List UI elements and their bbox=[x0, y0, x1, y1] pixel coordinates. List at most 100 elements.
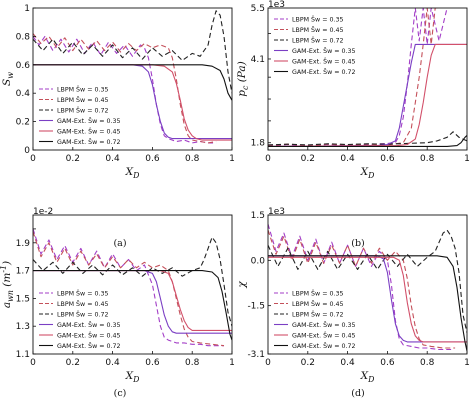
series-line-2 bbox=[33, 231, 225, 347]
legend-entry: LBPM Ŝw = 0.72 bbox=[57, 310, 109, 319]
series-line-3 bbox=[268, 131, 467, 146]
series-line-4 bbox=[33, 270, 232, 334]
panel-caption: (a) bbox=[113, 238, 126, 249]
y-axis-label: Sw bbox=[1, 72, 15, 86]
series-group bbox=[268, 223, 467, 352]
legend-entry: GAM-Ext. Ŝw = 0.45 bbox=[57, 127, 121, 136]
x-tick-label: 1 bbox=[229, 154, 235, 164]
panel-caption: (c) bbox=[114, 388, 127, 399]
x-tick-label: 0 bbox=[30, 358, 36, 368]
legend-entry: LBPM Ŝw = 0.45 bbox=[57, 95, 109, 104]
y-tick-label: 0.2 bbox=[16, 118, 30, 128]
legend-entry: LBPM Ŝw = 0.72 bbox=[57, 106, 109, 115]
legend-entry: GAM-Ext. Ŝw = 0.45 bbox=[57, 331, 121, 340]
axis-multiplier: 1e3 bbox=[268, 207, 285, 217]
chart-panel-a: 0 0.2 0.4 0.6 0.8 1 0 0.2 0.4 0.6 0.8 1 XD Sw LBPM Ŝw … bbox=[1, 4, 235, 249]
x-tick-label: 0.2 bbox=[66, 358, 80, 368]
x-tick-label: 0 bbox=[265, 154, 271, 164]
x-tick-label: 1 bbox=[464, 358, 470, 368]
series-line-4 bbox=[33, 64, 232, 140]
legend-entry: LBPM Ŝw = 0.35 bbox=[57, 289, 109, 298]
series-line-6 bbox=[268, 255, 467, 352]
legend-entry: GAM-Ext. Ŝw = 0.35 bbox=[57, 116, 121, 125]
x-tick-label: 0.8 bbox=[185, 154, 200, 164]
y-tick-label: 1.5 bbox=[251, 211, 265, 221]
y-tick-label: 4.1 bbox=[251, 55, 265, 65]
x-tick-label: 0.8 bbox=[420, 358, 435, 368]
legend-entry: GAM-Ext. Ŝw = 0.72 bbox=[292, 67, 356, 76]
y-tick-label: 1.3 bbox=[16, 322, 30, 332]
legend-entry: LBPM Ŝw = 0.72 bbox=[292, 310, 344, 319]
x-tick-label: 0.6 bbox=[380, 154, 395, 164]
legend-entry: LBPM Ŝw = 0.45 bbox=[57, 299, 109, 308]
x-axis-label: XD bbox=[360, 370, 375, 384]
x-tick-label: 0.8 bbox=[420, 154, 435, 164]
y-axis-label: pc (Pa) bbox=[236, 61, 250, 97]
y-tick-label: 0.8 bbox=[16, 32, 31, 42]
x-tick-label: 0.4 bbox=[105, 154, 120, 164]
series-line-6 bbox=[33, 270, 232, 341]
series-line-3 bbox=[268, 229, 467, 333]
x-axis-label: XD bbox=[125, 166, 140, 180]
legend-entry: LBPM Ŝw = 0.35 bbox=[57, 85, 109, 94]
series-line-5 bbox=[268, 256, 467, 343]
x-tick-label: 0.2 bbox=[66, 154, 80, 164]
x-tick-label: 0.6 bbox=[380, 358, 395, 368]
x-tick-label: 0.6 bbox=[145, 358, 160, 368]
y-tick-label: -1.5 bbox=[247, 302, 265, 312]
series-line-6 bbox=[33, 64, 232, 101]
y-tick-label: 1.1 bbox=[16, 350, 30, 360]
y-tick-label: 1.5 bbox=[16, 294, 30, 304]
series-line-2 bbox=[33, 33, 217, 144]
series-line-3 bbox=[33, 10, 232, 94]
x-tick-label: 0 bbox=[30, 154, 36, 164]
plot-frame bbox=[32, 7, 233, 151]
y-tick-label: -3.1 bbox=[247, 350, 265, 360]
series-line-4 bbox=[268, 43, 467, 147]
x-tick-label: 1 bbox=[464, 154, 470, 164]
x-tick-label: 0.2 bbox=[301, 358, 315, 368]
plot-frame bbox=[267, 7, 468, 151]
x-tick-label: 0.4 bbox=[105, 358, 120, 368]
legend-entry: LBPM Ŝw = 0.45 bbox=[292, 299, 344, 308]
legend-entry: GAM-Ext. Ŝw = 0.72 bbox=[57, 137, 121, 146]
y-axis-label: awn (m-1) bbox=[0, 261, 15, 308]
series-line-5 bbox=[33, 64, 232, 141]
y-tick-label: 0.6 bbox=[16, 61, 31, 71]
legend-entry: GAM-Ext. Ŝw = 0.72 bbox=[292, 341, 356, 350]
plot-frame bbox=[267, 214, 468, 355]
x-tick-label: 0.6 bbox=[145, 154, 160, 164]
axis-multiplier: 1e3 bbox=[268, 0, 285, 10]
legend-entry: GAM-Ext. Ŝw = 0.35 bbox=[292, 320, 356, 329]
legend-entry: LBPM Ŝw = 0.35 bbox=[292, 15, 344, 24]
series-line-5 bbox=[33, 270, 232, 331]
y-tick-label: 0.4 bbox=[16, 89, 31, 99]
x-tick-label: 0.4 bbox=[340, 358, 355, 368]
series-line-5 bbox=[268, 43, 467, 147]
chart-panel-c: 0 0.2 0.4 0.6 0.8 1 1.1 1.3 1.5 1.7 1.9 1e-2 XD awn (… bbox=[0, 207, 235, 399]
legend-entry: GAM-Ext. Ŝw = 0.45 bbox=[292, 331, 356, 340]
x-tick-label: 0.4 bbox=[340, 154, 355, 164]
x-axis-label: XD bbox=[125, 370, 140, 384]
y-tick-label: 1.7 bbox=[16, 267, 30, 277]
chart-panel-d: 0 0.2 0.4 0.6 0.8 1 -3.1 -1.5 0.0 1.5 1e3 XD χ LBPM Ŝ… bbox=[236, 207, 470, 399]
x-axis-label: XD bbox=[360, 166, 375, 180]
legend-entry: GAM-Ext. Ŝw = 0.35 bbox=[292, 46, 356, 55]
y-tick-label: 0.0 bbox=[251, 256, 266, 266]
y-tick-label: 1.9 bbox=[16, 239, 31, 249]
y-axis-label: χ bbox=[236, 281, 248, 289]
x-tick-label: 1 bbox=[229, 358, 235, 368]
legend-entry: LBPM Ŝw = 0.35 bbox=[292, 289, 344, 298]
panel-caption: (d) bbox=[351, 388, 365, 399]
legend-entry: GAM-Ext. Ŝw = 0.45 bbox=[292, 57, 356, 66]
x-tick-label: 0.2 bbox=[301, 154, 315, 164]
legend-entry: LBPM Ŝw = 0.72 bbox=[292, 36, 344, 45]
y-tick-label: 1 bbox=[24, 4, 30, 14]
series-group bbox=[268, 8, 467, 147]
x-tick-label: 0 bbox=[265, 358, 271, 368]
